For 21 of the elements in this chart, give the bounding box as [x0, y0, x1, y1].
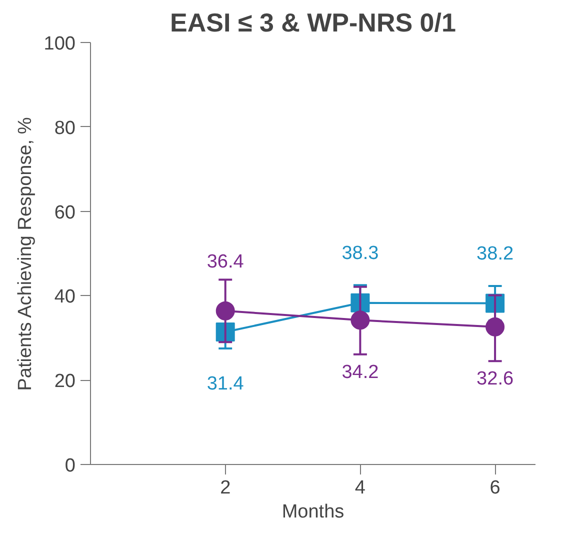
- x-tick-label: 2: [220, 478, 231, 498]
- data-label: 38.3: [342, 243, 379, 264]
- x-axis-title: Months: [282, 502, 344, 522]
- data-label: 31.4: [206, 374, 244, 395]
- point: [486, 317, 505, 336]
- x-tick-label: 4: [354, 478, 366, 498]
- point: [216, 301, 235, 320]
- data-label: 34.2: [342, 362, 379, 383]
- y-tick-label: 80: [54, 118, 76, 139]
- x-tick-label: 6: [490, 478, 500, 498]
- y-tick-label: 40: [54, 286, 76, 308]
- data-label: 36.4: [206, 251, 244, 272]
- chart-title: EASI ≤ 3 & WP-NRS 0/1: [170, 8, 456, 38]
- y-tick-label: 0: [64, 456, 76, 476]
- data-label: 38.2: [476, 244, 514, 265]
- point: [350, 310, 370, 330]
- y-tick-label: 100: [44, 34, 76, 54]
- data-label: 32.6: [476, 368, 514, 390]
- y-axis-title: Patients Achieving Response, %: [14, 117, 36, 391]
- y-tick-label: 60: [54, 202, 76, 224]
- y-tick-label: 20: [54, 371, 76, 392]
